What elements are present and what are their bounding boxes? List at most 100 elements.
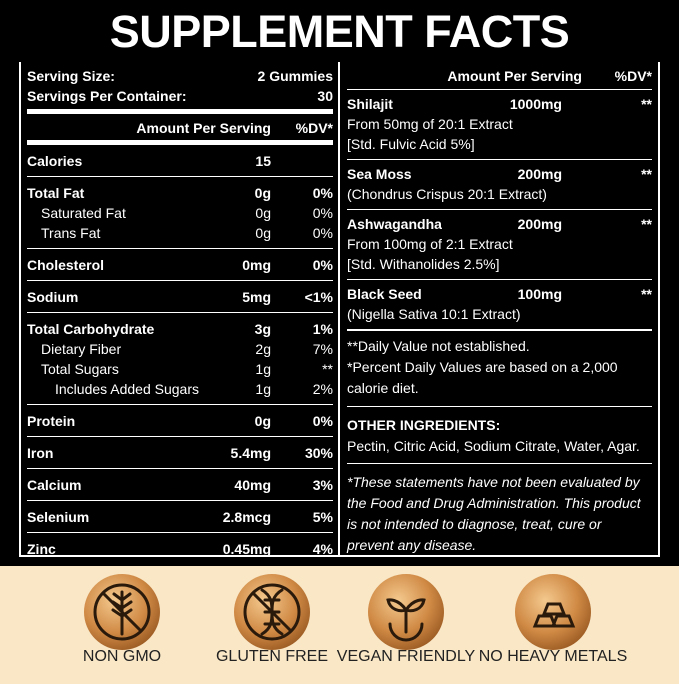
ingredient-name: Black Seed: [347, 286, 422, 302]
nutrient-dv: 7%: [312, 341, 333, 357]
ingredient-row: Sea Moss 200mg **: [347, 164, 652, 184]
nutrient-name: Total Carbohydrate: [27, 321, 155, 337]
ingredient-dv: **: [641, 216, 652, 232]
nutrient-dv: 0%: [312, 225, 333, 241]
ingredient-amount: 1000mg: [509, 96, 562, 112]
ingredient-dv: **: [641, 166, 652, 182]
nutrient-group: Calcium 40mg 3%: [27, 469, 333, 501]
nutrient-row: Total Sugars 1g **: [27, 359, 333, 379]
nutrient-row: Cholesterol 0mg 0%: [27, 255, 333, 275]
ingredient-row: Black Seed 100mg **: [347, 284, 652, 304]
ingredient: Shilajit 1000mg ** From 50mg of 20:1 Extrac…: [347, 90, 652, 160]
badge-label: GLUTEN FREE: [215, 648, 328, 665]
icon-vegan: [368, 574, 444, 650]
icon-non-gmo: [84, 574, 160, 650]
nutrient-name: Total Sugars: [41, 361, 119, 377]
nutrient-dv: 5%: [312, 509, 333, 525]
ingredient-name: Ashwagandha: [347, 216, 442, 232]
nutrient-dv: 0%: [312, 257, 333, 273]
nutrient-amount: 0g: [255, 225, 271, 241]
nutrient-dv: 0%: [312, 185, 333, 201]
serving: Serving Size: 2 Gummies Servings Per Conta…: [27, 62, 333, 114]
nutrient-name: Calcium: [27, 477, 82, 493]
nutrient-name: Selenium: [27, 509, 90, 525]
serving-label: Serving Size:: [27, 68, 115, 84]
ingredient-row: Shilajit 1000mg **: [347, 94, 652, 114]
nutrient-row: Includes Added Sugars 1g 2%: [27, 379, 333, 399]
nutrient-name: Protein: [27, 413, 76, 429]
nutrient-row: Selenium 2.8mcg 5%: [27, 507, 333, 527]
nutrient-name: Sodium: [27, 289, 79, 305]
nutrient-amount: 2g: [255, 341, 271, 357]
badge-label: NO HEAVY METALS: [478, 648, 628, 665]
serving-value: 2 Gummies: [257, 68, 333, 84]
nutrient-group: Iron 5.4mg 30%: [27, 437, 333, 469]
nutrient-row: Total Fat 0g 0%: [27, 183, 333, 203]
nutrient-group: Total Fat 0g 0% Saturated Fat 0g 0% Trans Fat 0…: [27, 177, 333, 249]
nutrient-row: Iron 5.4mg 30%: [27, 443, 333, 463]
title: SUPPLEMENT FACTS: [109, 6, 570, 57]
nutrient-amount: 0.45mg: [222, 541, 271, 557]
serving-row: Servings Per Container: 30: [27, 86, 333, 106]
nutrient-amount: 5.4mg: [230, 445, 271, 461]
left-header: Amount Per Serving %DV*: [27, 114, 333, 145]
facts-box: Serving Size: 2 Gummies Servings Per Conta…: [19, 62, 660, 557]
nutrient-name: Calories: [27, 153, 83, 169]
nutrient-row: Calcium 40mg 3%: [27, 475, 333, 495]
ingredient: Sea Moss 200mg ** (Chondrus Crispus 20:1 Ex…: [347, 160, 652, 210]
nutrient-row: Zinc 0.45mg 4%: [27, 539, 333, 559]
ingredient-detail: (Chondrus Crispus 20:1 Extract): [347, 186, 547, 202]
nutrient-group: Sodium 5mg <1%: [27, 281, 333, 313]
nutrient-name: Total Fat: [27, 185, 85, 201]
ingredient-amount: 200mg: [517, 166, 562, 182]
nutrient-amount: 2.8mcg: [222, 509, 271, 525]
nutrient-amount: 40mg: [234, 477, 271, 493]
nutrient-amount: 5mg: [242, 289, 271, 305]
notes: **Daily Value not established. *Percent D…: [347, 331, 652, 407]
icon-no-heavy-metals: [515, 574, 591, 650]
badge-label: NON GMO: [82, 648, 162, 665]
nutrient-row: Calories 15: [27, 151, 333, 171]
nutrient-name: Saturated Fat: [41, 205, 126, 221]
badge-label: VEGAN FRIENDLY: [336, 648, 476, 665]
header-amount: Amount Per Serving: [136, 120, 271, 136]
nutrient-row: Protein 0g 0%: [27, 411, 333, 431]
ingredients-column: Amount Per Serving %DV* Shilajit 1000mg ** Fr…: [340, 62, 658, 555]
badges: NON GMO GLUTEN FREE VEGAN FRIENDLY NO HEAVY…: [0, 566, 679, 679]
nutrient-dv: 3%: [312, 477, 333, 493]
nutrient-amount: 0mg: [242, 257, 271, 273]
serving-row: Serving Size: 2 Gummies: [27, 66, 333, 86]
facts-panel: SUPPLEMENT FACTS Serving Size: 2 Gummies S…: [0, 0, 679, 566]
ingredient-dv: **: [641, 286, 652, 302]
nutrient-dv: [271, 151, 333, 171]
nutrient-name: Zinc: [27, 541, 56, 557]
nutrient-amount: 0g: [254, 413, 271, 429]
nutrient-group: Cholesterol 0mg 0%: [27, 249, 333, 281]
ingredient-detail: [Std. Withanolides 2.5%]: [347, 256, 500, 272]
nutrient-amount: 0g: [255, 205, 271, 221]
other-text: Pectin, Citric Acid, Sodium Citrate, Wat…: [347, 438, 640, 454]
nutrient-dv: **: [322, 361, 333, 377]
serving-label: Servings Per Container:: [27, 88, 187, 104]
ingredient-name: Sea Moss: [347, 166, 412, 182]
nutrient-name: Trans Fat: [41, 225, 101, 241]
nutrient-row: Dietary Fiber 2g 7%: [27, 339, 333, 359]
nutrient-amount: 3g: [254, 321, 271, 337]
nutrient-amount: 0g: [254, 185, 271, 201]
nutrient-name: Cholesterol: [27, 257, 105, 273]
nutrient-group: Calories 15: [27, 145, 333, 177]
ingredient: Ashwagandha 200mg ** From 100mg of 2:1 Extr…: [347, 210, 652, 280]
nutrient-group: Zinc 0.45mg 4%: [27, 533, 333, 564]
ingredient-amount: 100mg: [517, 286, 562, 302]
ingredient-dv: **: [641, 96, 652, 112]
nutrient-row: Sodium 5mg <1%: [27, 287, 333, 307]
nutrient-row: Total Carbohydrate 3g 1%: [27, 319, 333, 339]
nutrition-column: Serving Size: 2 Gummies Servings Per Conta…: [21, 62, 340, 557]
nutrient-dv: 4%: [312, 541, 333, 557]
ingredient-amount: 200mg: [517, 216, 562, 232]
ingredient-detail: From 50mg of 20:1 Extract: [347, 116, 513, 132]
header-dv: %DV*: [614, 68, 652, 84]
ingredient-detail: [Std. Fulvic Acid 5%]: [347, 136, 475, 152]
nutrient-dv: 1%: [312, 321, 333, 337]
